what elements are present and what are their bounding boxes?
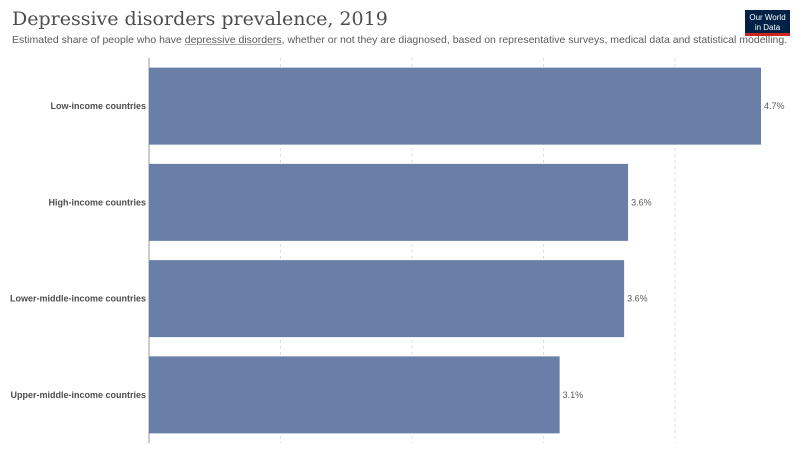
bar-1[interactable] xyxy=(149,67,761,145)
bar-2[interactable] xyxy=(149,163,629,241)
chart-subtitle: Estimated share of people who have depre… xyxy=(12,34,787,46)
category-label: Lower-middle-income countries xyxy=(10,294,146,304)
bar-3[interactable] xyxy=(149,260,625,338)
subtitle-text-start: Estimated share of people who have xyxy=(12,34,185,46)
value-label: 3.1% xyxy=(563,390,584,400)
subtitle-text-end: , whether or not they are diagnosed, bas… xyxy=(281,34,788,46)
owid-logo[interactable]: Our World in Data xyxy=(745,10,790,36)
logo-line-2: in Data xyxy=(754,23,781,32)
value-label: 3.6% xyxy=(627,294,648,304)
bar-4[interactable] xyxy=(149,356,560,434)
category-label: High-income countries xyxy=(48,197,146,207)
category-label: Upper-middle-income countries xyxy=(10,390,146,400)
category-label: Low-income countries xyxy=(50,101,146,111)
logo-line-1: Our World xyxy=(749,13,786,22)
value-label: 3.6% xyxy=(631,197,652,207)
depressive-disorders-link[interactable]: depressive disorders xyxy=(184,34,282,46)
value-label: 4.7% xyxy=(764,101,785,111)
chart-title: Depressive disorders prevalence, 2019 xyxy=(12,8,388,30)
